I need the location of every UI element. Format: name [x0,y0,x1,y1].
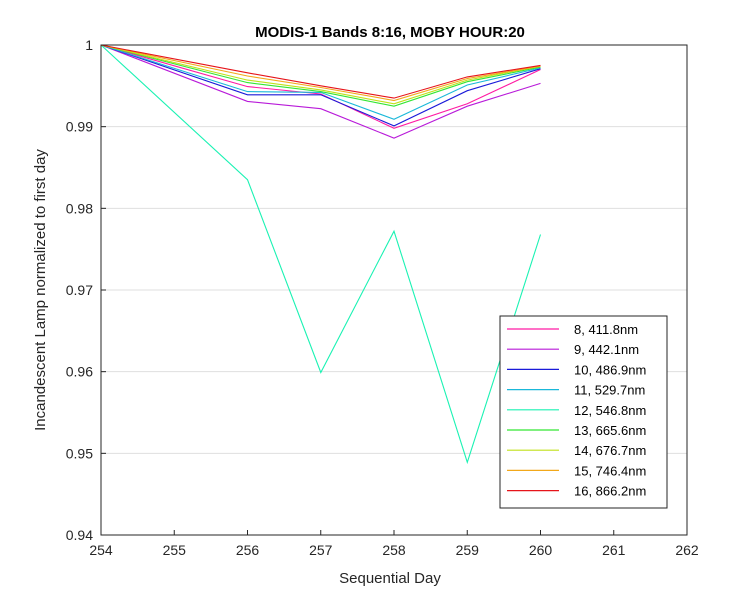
x-axis-title: Sequential Day [339,570,441,587]
legend-label: 10, 486.9nm [574,362,646,377]
series-line [100,44,541,129]
series-lines [100,44,542,465]
series-line [100,44,541,127]
y-tick-label: 0.99 [66,119,93,135]
y-tick-label: 1 [85,37,93,53]
legend-label: 13, 665.6nm [574,423,646,438]
series-line [100,44,541,139]
x-tick-label: 262 [675,542,699,558]
chart-title: MODIS-1 Bands 8:16, MOBY HOUR:20 [255,24,525,41]
x-tick-label: 256 [236,542,260,558]
y-axis-title: Incandescent Lamp normalized to first da… [32,149,49,431]
x-tick-label: 261 [602,542,626,558]
x-tick-label: 260 [529,542,553,558]
x-tick-label: 254 [89,542,113,558]
legend: 8, 411.8nm 9, 442.1nm 10, 486.9nm 11, 529.7… [499,315,668,509]
y-tick-label: 0.94 [66,527,93,543]
legend-label: 14, 676.7nm [574,443,646,458]
y-axis-ticks: 0.94 0.95 0.96 0.97 0.98 0.99 1 [66,37,106,543]
series-line [100,44,541,102]
y-tick-label: 0.95 [66,445,93,461]
series-line [100,44,542,465]
y-tick-label: 0.97 [66,282,93,298]
x-tick-label: 257 [309,542,333,558]
series-line [100,44,541,99]
legend-box [499,315,668,509]
legend-label: 8, 411.8nm [574,322,638,337]
y-tick-label: 0.96 [66,364,93,380]
legend-label: 9, 442.1nm [574,342,639,357]
x-tick-label: 259 [456,542,480,558]
legend-label: 16, 866.2nm [574,484,646,499]
x-tick-label: 258 [382,542,406,558]
y-tick-label: 0.98 [66,200,93,216]
legend-label: 11, 529.7nm [574,383,645,398]
series-line [100,44,541,107]
legend-label: 15, 746.4nm [574,463,646,478]
series-line [100,44,541,120]
x-tick-label: 255 [163,542,187,558]
series-line [100,44,541,105]
x-axis-ticks: 254 255 256 257 258 259 260 261 262 [89,530,699,558]
legend-label: 12, 546.8nm [574,403,646,418]
